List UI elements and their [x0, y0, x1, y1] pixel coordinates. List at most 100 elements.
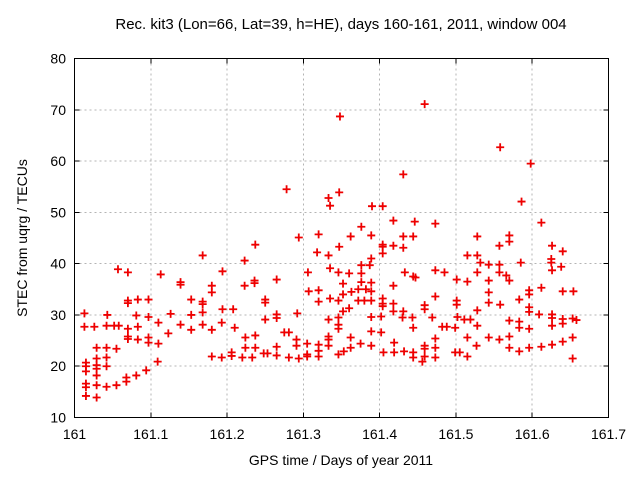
y-tick-label: 70: [50, 102, 66, 118]
data-point-marker: [367, 312, 376, 321]
data-point-marker: [272, 314, 281, 323]
x-tick-label: 161.5: [438, 426, 473, 442]
data-point-marker: [463, 251, 472, 260]
data-point-marker: [112, 344, 121, 353]
data-point-marker: [568, 314, 577, 323]
data-point-marker: [142, 366, 151, 375]
data-point-marker: [484, 276, 493, 285]
data-point-marker: [92, 393, 101, 402]
data-point-marker: [238, 353, 247, 362]
data-point-marker: [420, 301, 429, 310]
data-point-marker: [548, 241, 557, 250]
data-point-marker: [324, 315, 333, 324]
data-point-marker: [314, 352, 323, 361]
data-point-marker: [123, 324, 132, 333]
data-point-marker: [505, 237, 514, 246]
data-point-marker: [572, 316, 581, 325]
data-point-marker: [230, 323, 239, 332]
data-point-marker: [346, 232, 355, 241]
data-point-marker: [92, 381, 101, 390]
data-point-marker: [408, 313, 417, 322]
data-point-marker: [313, 248, 322, 257]
data-point-marker: [334, 296, 343, 305]
data-point-marker: [569, 287, 578, 296]
data-point-marker: [339, 290, 348, 299]
data-point-marker: [537, 283, 546, 292]
data-point-marker: [357, 222, 366, 231]
data-point-marker: [304, 287, 313, 296]
data-point-marker: [505, 343, 514, 352]
data-point-marker: [176, 320, 185, 329]
data-point-marker: [473, 232, 482, 241]
data-point-marker: [102, 382, 111, 391]
data-point-marker: [303, 339, 312, 348]
data-point-marker: [102, 362, 111, 371]
data-point-marker: [144, 295, 153, 304]
data-point-marker: [133, 322, 142, 331]
data-point-marker: [356, 339, 365, 348]
data-point-marker: [326, 294, 335, 303]
data-point-marker: [123, 335, 132, 344]
data-point-marker: [548, 340, 557, 349]
data-point-marker: [452, 300, 461, 309]
data-point-marker: [525, 343, 534, 352]
data-point-marker: [293, 309, 302, 318]
data-point-marker: [227, 351, 236, 360]
data-point-marker: [90, 322, 99, 331]
data-point-marker: [335, 112, 344, 121]
y-tick-label: 20: [50, 358, 66, 374]
data-point-marker: [496, 300, 505, 309]
y-tick-label: 10: [50, 410, 66, 426]
data-point-marker: [335, 188, 344, 197]
data-point-marker: [537, 218, 546, 227]
data-point-marker: [251, 331, 260, 340]
data-point-marker: [357, 261, 366, 270]
data-point-marker: [378, 202, 387, 211]
data-point-marker: [334, 350, 343, 359]
data-point-marker: [339, 347, 348, 356]
data-point-marker: [525, 290, 534, 299]
data-point-marker: [431, 343, 440, 352]
data-point-marker: [80, 309, 89, 318]
data-point-marker: [390, 338, 399, 347]
data-point-marker: [81, 391, 90, 400]
data-point-marker: [240, 256, 249, 265]
data-point-marker: [409, 323, 418, 332]
data-point-marker: [411, 273, 420, 282]
data-point-marker: [502, 271, 511, 280]
data-point-marker: [207, 281, 216, 290]
data-point-marker: [548, 266, 557, 275]
data-point-marker: [176, 280, 185, 289]
data-point-marker: [431, 219, 440, 228]
data-point-marker: [398, 313, 407, 322]
data-point-marker: [420, 344, 429, 353]
data-point-marker: [303, 268, 312, 277]
data-point-marker: [390, 348, 399, 357]
data-point-marker: [484, 260, 493, 269]
data-point-marker: [133, 295, 142, 304]
data-point-marker: [389, 216, 398, 225]
y-tick-label: 60: [50, 153, 66, 169]
data-point-marker: [284, 328, 293, 337]
data-point-marker: [144, 312, 153, 321]
data-point-marker: [399, 232, 408, 241]
data-point-marker: [484, 298, 493, 307]
data-point-marker: [526, 159, 535, 168]
data-point-marker: [558, 337, 567, 346]
data-point-marker: [272, 351, 281, 360]
data-point-marker: [495, 268, 504, 277]
data-point-marker: [473, 306, 482, 315]
data-point-marker: [452, 275, 461, 284]
tick-labels: 161 161.1 161.2 161.3 161.4 161.5 161.6 161.7 10…: [50, 51, 626, 443]
data-point-marker: [455, 348, 464, 357]
data-point-marker: [357, 269, 366, 278]
data-point-marker: [314, 230, 323, 239]
data-point-marker: [240, 281, 249, 290]
data-point-marker: [92, 354, 101, 363]
data-point-marker: [133, 335, 142, 344]
data-point-marker: [164, 329, 173, 338]
data-point-marker: [367, 278, 376, 287]
data-point-marker: [409, 353, 418, 362]
data-point-marker: [122, 377, 131, 386]
data-point-marker: [525, 307, 534, 316]
